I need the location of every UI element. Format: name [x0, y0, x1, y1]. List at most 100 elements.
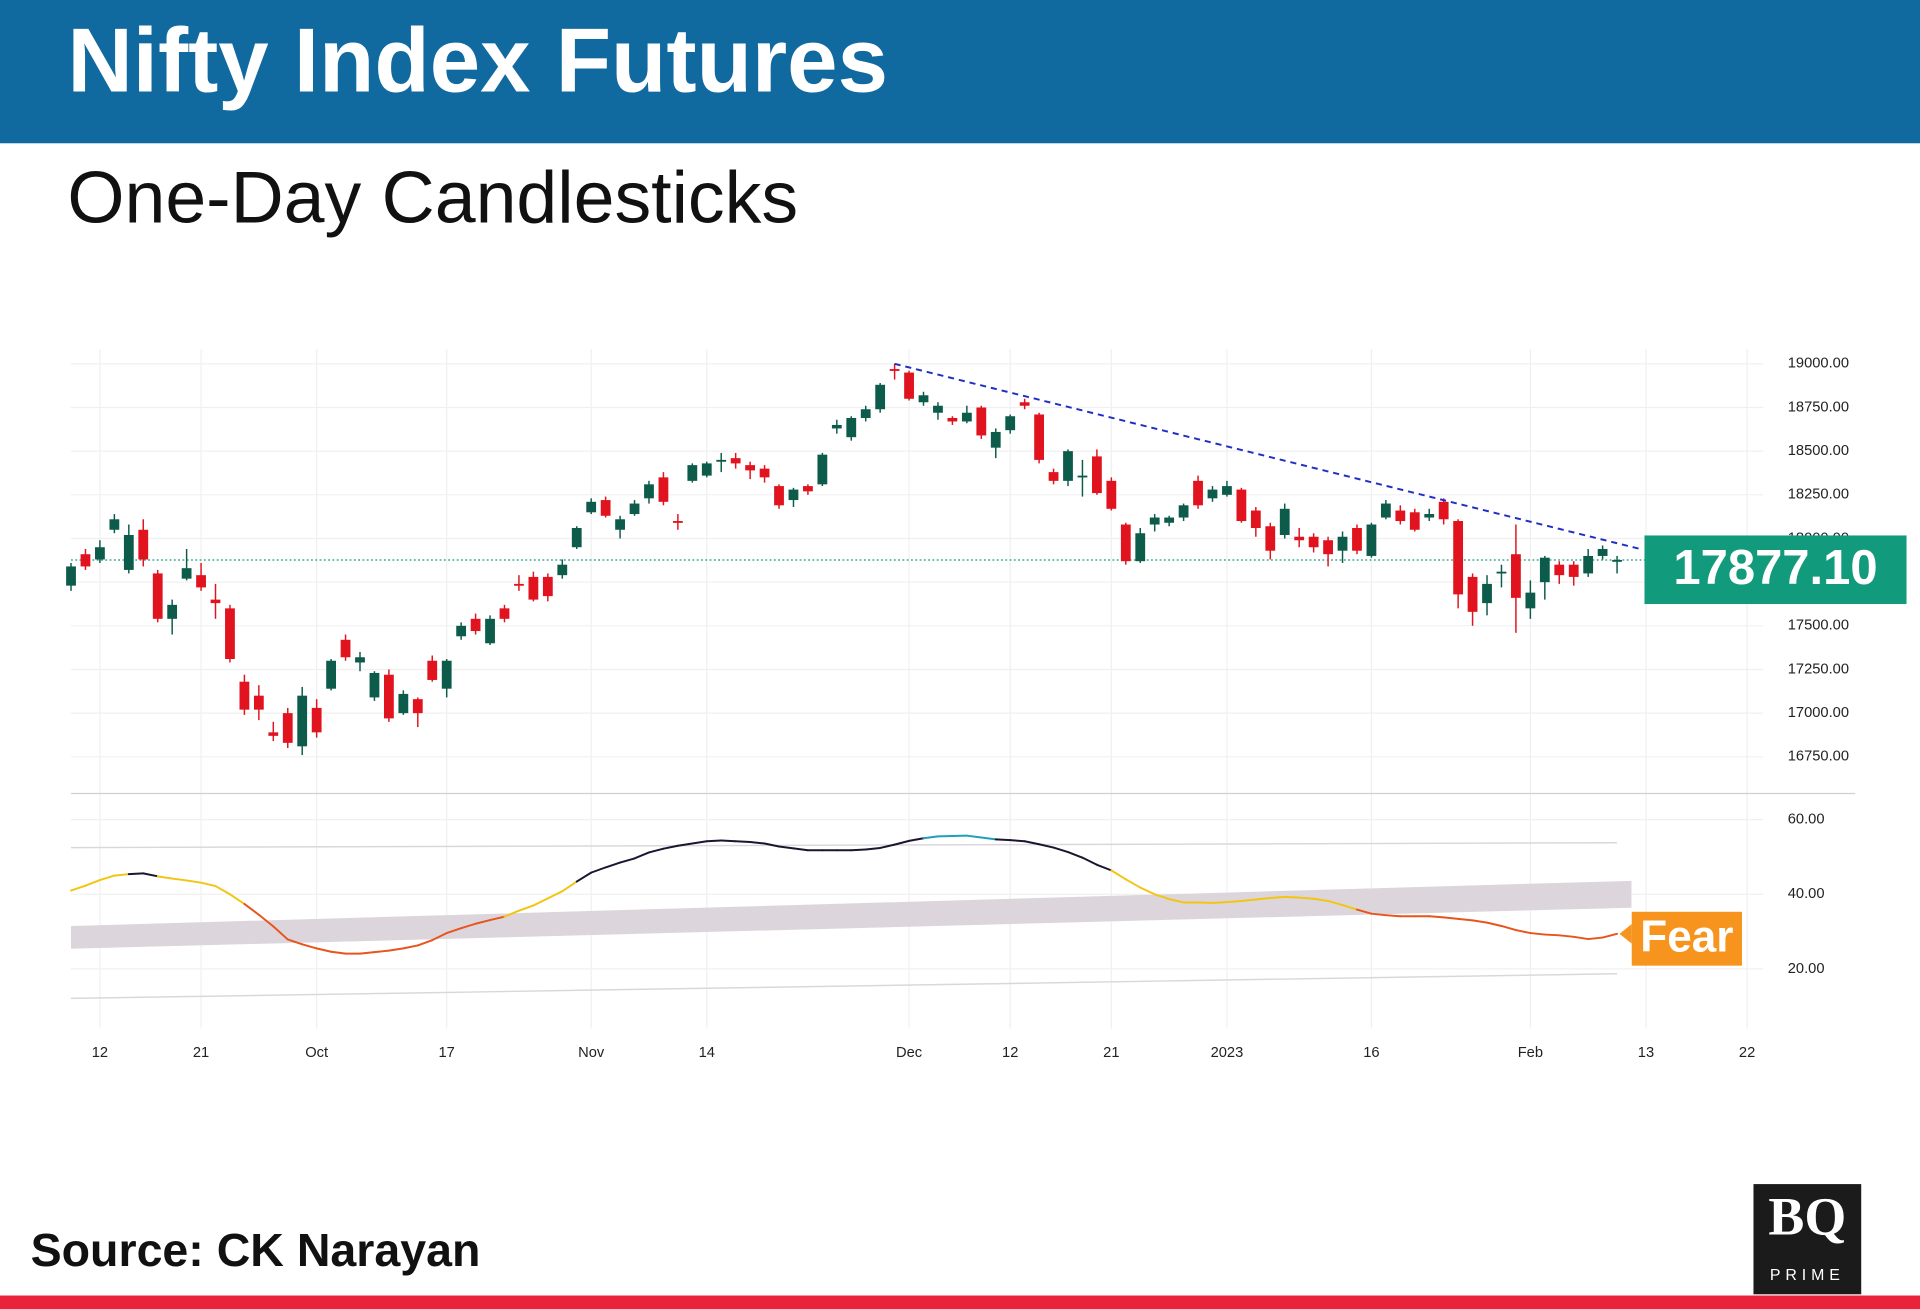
candle-body — [485, 618, 495, 644]
candle-body — [875, 384, 886, 410]
indicator-segment — [604, 861, 622, 869]
candle-body — [860, 409, 871, 418]
candle-body — [774, 486, 784, 506]
indicator-segment — [1355, 908, 1373, 915]
candle-body — [788, 489, 799, 501]
indicator-segment — [619, 857, 636, 864]
indicator-segment — [127, 872, 145, 876]
candle-body — [1178, 505, 1189, 518]
candle-body — [311, 707, 322, 733]
candle-body — [1308, 536, 1319, 548]
indicator-segment — [633, 851, 650, 860]
candle-body — [961, 412, 972, 422]
indicator-segment — [1341, 904, 1358, 911]
indicator-segment — [792, 847, 809, 852]
indicator-segment — [864, 846, 882, 851]
indicator-band — [71, 880, 1632, 949]
candle-body — [803, 486, 813, 492]
candle-body — [1525, 592, 1536, 609]
candle-body — [1005, 416, 1016, 431]
candle-body — [499, 608, 510, 619]
indicator-segment — [1139, 886, 1156, 896]
indicator-segment — [286, 938, 304, 946]
candle-body — [1612, 559, 1622, 562]
y-tick-label: 60.00 — [1788, 811, 1825, 827]
candle-body — [123, 534, 134, 570]
indicator-segment — [373, 949, 390, 954]
candle-body — [831, 424, 842, 429]
indicator-segment — [893, 839, 911, 846]
candle-body — [1554, 564, 1565, 576]
candle-body — [253, 695, 264, 710]
candle-body — [1164, 517, 1175, 523]
candle-body — [1395, 510, 1406, 522]
candle-body — [1250, 510, 1261, 529]
x-tick-label: 12 — [92, 1045, 108, 1061]
y-tick-label: 18750.00 — [1788, 399, 1849, 415]
x-tick-label: Oct — [305, 1045, 328, 1061]
indicator-segment — [1514, 929, 1532, 935]
candle-body — [1048, 472, 1059, 481]
candle-body — [557, 564, 568, 576]
indicator-segment — [1052, 846, 1069, 854]
indicator-segment — [1442, 916, 1460, 920]
indicator-segment — [590, 866, 607, 874]
indicator-segment — [734, 840, 752, 843]
candle-body — [947, 417, 958, 422]
indicator-label: Fear — [1640, 913, 1733, 962]
indicator-segment — [1543, 933, 1561, 937]
indicator-segment — [662, 844, 679, 850]
y-tick-label: 18250.00 — [1788, 487, 1849, 503]
x-tick-label: 17 — [439, 1045, 455, 1061]
indicator-segment — [1558, 934, 1575, 938]
candle-body — [326, 660, 336, 689]
indicator-segment — [301, 943, 318, 950]
candle-body — [427, 660, 438, 680]
indicator-segment — [648, 847, 665, 854]
indicator-pointer — [1619, 924, 1632, 944]
indicator-segment — [315, 947, 333, 953]
indicator-segment — [113, 873, 130, 877]
candle-body — [384, 674, 394, 719]
x-tick-label: Feb — [1518, 1045, 1543, 1061]
candle-body — [109, 519, 120, 530]
indicator-segment — [1038, 843, 1055, 849]
indicator-segment — [1428, 915, 1445, 919]
indicator-segment — [994, 838, 1012, 842]
x-tick-label: 2023 — [1211, 1045, 1244, 1061]
indicator-segment — [1254, 897, 1272, 901]
candle-body — [615, 519, 625, 530]
indicator-segment — [1298, 896, 1315, 900]
indicator-segment — [185, 879, 203, 884]
indicator-segment — [98, 874, 116, 882]
candle-body — [600, 500, 611, 516]
indicator-segment — [416, 939, 434, 947]
candle-body — [745, 465, 756, 471]
indicator-segment — [720, 839, 737, 843]
indicator-segment — [243, 902, 260, 916]
candle-body — [1077, 475, 1088, 478]
candle-body — [80, 554, 91, 567]
candle-body — [1352, 528, 1362, 551]
x-tick-label: 22 — [1739, 1045, 1755, 1061]
indicator-segment — [257, 913, 275, 928]
candle-body — [1380, 503, 1391, 518]
indicator-segment — [503, 909, 520, 918]
candle-body — [716, 459, 727, 462]
indicator-segment — [1500, 925, 1517, 932]
candle-body — [1366, 524, 1377, 556]
candle-body — [759, 468, 770, 478]
candle-body — [1409, 512, 1420, 530]
x-tick-label: 13 — [1638, 1045, 1654, 1061]
indicator-segment — [532, 897, 549, 907]
candle-body — [889, 369, 900, 371]
indicator-segment — [387, 947, 405, 952]
candle-body — [1453, 521, 1464, 595]
candle-body — [1193, 480, 1203, 506]
candle-body — [586, 501, 597, 513]
y-tick-label: 20.00 — [1788, 961, 1825, 977]
header-band — [0, 0, 1920, 144]
indicator-segment — [546, 890, 564, 900]
candle-body — [1294, 536, 1305, 541]
